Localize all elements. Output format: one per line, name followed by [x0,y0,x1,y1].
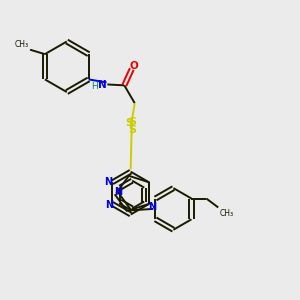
Text: N: N [105,200,113,210]
Text: CH₃: CH₃ [14,40,28,49]
Text: N: N [104,177,112,188]
Text: S: S [125,118,134,128]
Text: S: S [129,124,136,135]
Text: N: N [148,202,156,212]
Text: N: N [98,80,106,90]
Text: H: H [91,82,98,91]
Text: O: O [130,61,138,71]
Text: CH₃: CH₃ [219,208,233,217]
Text: N: N [115,187,123,196]
Text: S: S [128,117,136,127]
